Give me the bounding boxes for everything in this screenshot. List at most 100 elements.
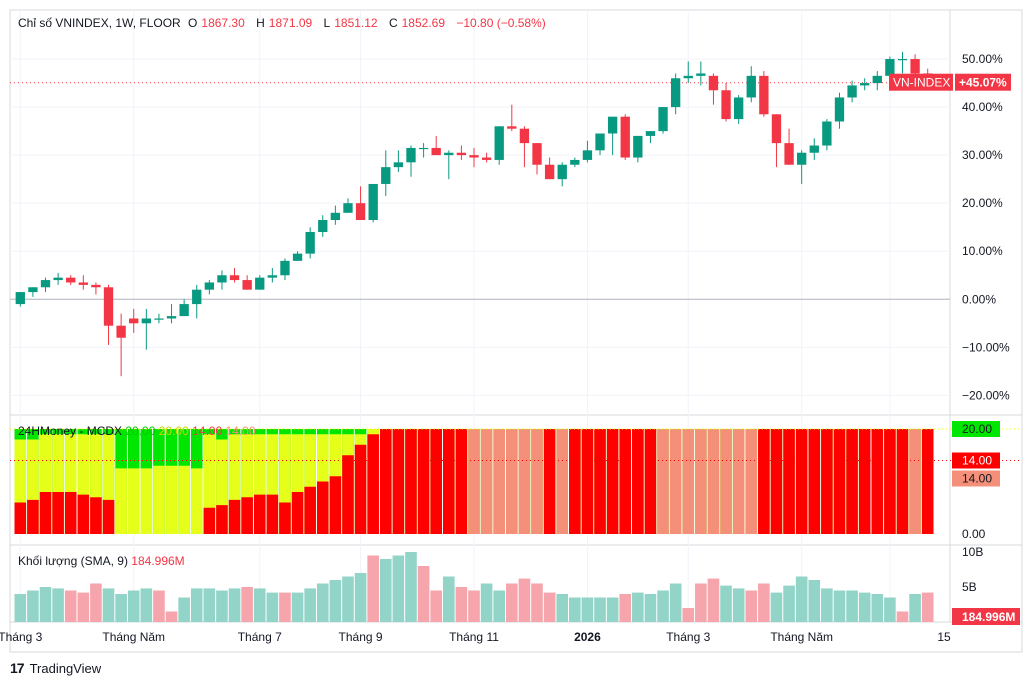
candle-body [431,147,441,156]
candle-body [355,203,366,220]
candle-body [595,133,605,151]
volume-legend[interactable]: Khối lượng (SMA, 9) 184.996M [18,554,185,568]
mcdx-red-bar [316,481,329,534]
volume-bar [253,588,266,622]
candle-body [532,143,542,165]
mcdx-red-bar [203,507,216,534]
mcdx-yellow-bar [64,434,77,534]
mcdx-yellow-bar [279,434,291,534]
indicator-value-1: 20.00 [125,424,156,438]
volume-bar [921,592,934,622]
volume-bar [127,590,140,622]
mcdx-red-bar [581,429,594,534]
mcdx-red-bar [821,429,833,534]
mcdx-red-bar [770,429,783,534]
candle-body [40,280,51,288]
candle-body [544,164,555,180]
candle-body [620,116,630,158]
candle-body [192,289,202,305]
candle-body [784,143,794,165]
mcdx-red-bar [405,429,417,534]
candle-body [217,275,227,283]
volume-bar [669,583,682,622]
candle-body [885,59,895,76]
candle-body [103,287,114,326]
mcdx-red-bar [657,429,669,534]
candle-body [494,126,504,160]
volume-bar [581,597,594,622]
volume-bar [657,590,669,622]
tradingview-logo[interactable]: 17 TradingView [10,660,101,676]
mcdx-red-bar [758,429,770,534]
candle-body [897,59,908,61]
volume-bar [871,594,884,622]
candle-body [557,164,567,180]
volume-bar [770,592,783,622]
mcdx-red-bar [27,499,39,534]
volume-bar [594,597,606,622]
volume-bar [354,573,367,622]
mcdx-red-bar [102,499,115,534]
volume-bar [405,552,417,622]
indicator-legend[interactable]: 24HMoney - MCDX 20.00 20.00 14.00 14.00 [18,424,256,438]
mcdx-yellow-bar [27,439,39,534]
volume-bar [644,594,657,622]
time-tick-label: 2026 [574,630,601,644]
mcdx-yellow-bar [90,434,102,534]
mcdx-red-bar [266,494,279,534]
volume-bar [153,590,165,622]
mcdx-tag-label: 20.00 [962,422,992,436]
candle-body [607,116,618,134]
mcdx-red-bar [216,505,228,534]
volume-bar [480,583,493,622]
volume-bar [140,588,153,622]
tradingview-wordmark: TradingView [29,660,102,676]
volume-last-tag [952,608,1020,625]
candle-body [292,253,303,261]
mcdx-red-bar [329,476,342,534]
time-tick-label: 15 [937,630,951,644]
candle-body [242,280,252,290]
mcdx-yellow-bar [203,434,216,534]
price-tick-label: 10.00% [962,244,1003,258]
mcdx-red-bar [468,429,480,534]
volume-bar [493,590,506,622]
volume-bar [52,588,64,622]
mcdx-red-bar [14,502,27,534]
mcdx-red-bar [707,429,720,534]
volume-bar [203,588,216,622]
candle-body [343,203,353,213]
mcdx-red-bar [342,455,354,534]
candle-body [91,284,101,288]
mcdx-red-bar [367,434,379,534]
volume-bar [833,590,846,622]
mcdx-red-bar [506,429,518,534]
candle-body [280,260,290,276]
candle-body [860,83,870,86]
candle-body [633,135,643,158]
candle-body [872,75,882,84]
mcdx-red-bar [720,429,732,534]
volume-bar [569,597,581,622]
mcdx-tag-label: 14.00 [962,472,992,486]
mcdx-red-bar [304,486,316,534]
candle-body [444,152,454,156]
mcdx-red-bar [90,497,102,534]
ohlc-open: O 1867.30 [188,16,245,30]
volume-bar [367,555,379,622]
volume-bar [279,592,291,622]
price-tick-label: −20.00% [962,388,1010,402]
mcdx-red-bar [518,429,531,534]
volume-bar [783,585,795,622]
volume-bar [417,566,430,622]
candle-body [847,85,857,98]
mcdx-yellow-bar [77,434,90,534]
price-tick-label: −10.00% [962,340,1010,354]
volume-bar [14,594,27,622]
mcdx-yellow-bar [190,468,203,534]
volume-bar [632,592,644,622]
mcdx-red-bar [783,429,795,534]
symbol-title[interactable]: Chỉ số VNINDEX, 1W, FLOOR [18,16,181,30]
mcdx-yellow-bar [291,434,304,534]
